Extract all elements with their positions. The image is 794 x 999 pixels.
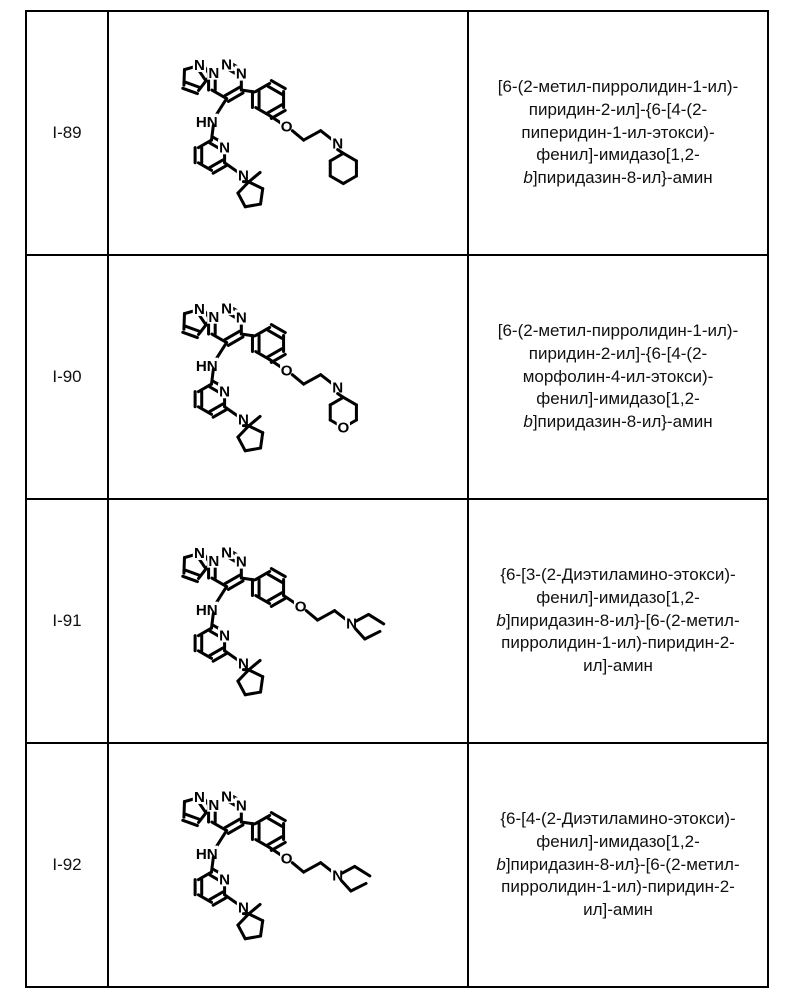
svg-text:N: N (221, 544, 232, 561)
svg-text:O: O (295, 598, 307, 615)
svg-text:N: N (221, 300, 232, 317)
svg-text:N: N (194, 57, 205, 74)
svg-text:N: N (219, 627, 230, 644)
svg-text:N: N (208, 64, 219, 81)
svg-text:O: O (281, 118, 293, 135)
svg-text:N: N (221, 56, 232, 73)
svg-text:N: N (194, 301, 205, 318)
svg-text:N: N (219, 871, 230, 888)
compound-name: [6-(2-метил-пирролидин-1-ил)-пиридин-2-и… (468, 255, 768, 499)
compound-structure: NNNNHNNNON (108, 11, 468, 255)
svg-text:N: N (221, 788, 232, 805)
compound-name: {6-[4-(2-Диэтиламино-этокси)-фенил]-имид… (468, 743, 768, 987)
svg-text:N: N (219, 139, 230, 156)
compound-id: I-92 (26, 743, 108, 987)
svg-text:N: N (194, 789, 205, 806)
svg-text:O: O (337, 419, 349, 436)
svg-text:N: N (208, 796, 219, 813)
compound-structure: NNNNHNNNON (108, 499, 468, 743)
svg-text:N: N (236, 553, 247, 570)
compound-structure: NNNNHNNNONO (108, 255, 468, 499)
svg-text:N: N (194, 545, 205, 562)
compound-name: {6-[3-(2-Диэтиламино-этокси)-фенил]-имид… (468, 499, 768, 743)
compound-table: I-89NNNNHNNNON[6-(2-метил-пирролидин-1-и… (25, 10, 769, 988)
compound-id: I-89 (26, 11, 108, 255)
compound-id: I-91 (26, 499, 108, 743)
compound-id: I-90 (26, 255, 108, 499)
table-row: I-90NNNNHNNNONO[6-(2-метил-пирролидин-1-… (26, 255, 768, 499)
compound-name: [6-(2-метил-пирролидин-1-ил)-пиридин-2-и… (468, 11, 768, 255)
svg-text:O: O (281, 362, 293, 379)
svg-text:N: N (236, 65, 247, 82)
table-row: I-92NNNNHNNNON{6-[4-(2-Диэтиламино-этокс… (26, 743, 768, 987)
table-body: I-89NNNNHNNNON[6-(2-метил-пирролидин-1-и… (26, 11, 768, 987)
compound-structure: NNNNHNNNON (108, 743, 468, 987)
svg-text:N: N (219, 383, 230, 400)
svg-text:N: N (236, 797, 247, 814)
svg-text:N: N (208, 552, 219, 569)
table-row: I-91NNNNHNNNON{6-[3-(2-Диэтиламино-этокс… (26, 499, 768, 743)
svg-text:N: N (208, 308, 219, 325)
table-row: I-89NNNNHNNNON[6-(2-метил-пирролидин-1-и… (26, 11, 768, 255)
svg-text:N: N (236, 309, 247, 326)
svg-text:O: O (281, 850, 293, 867)
